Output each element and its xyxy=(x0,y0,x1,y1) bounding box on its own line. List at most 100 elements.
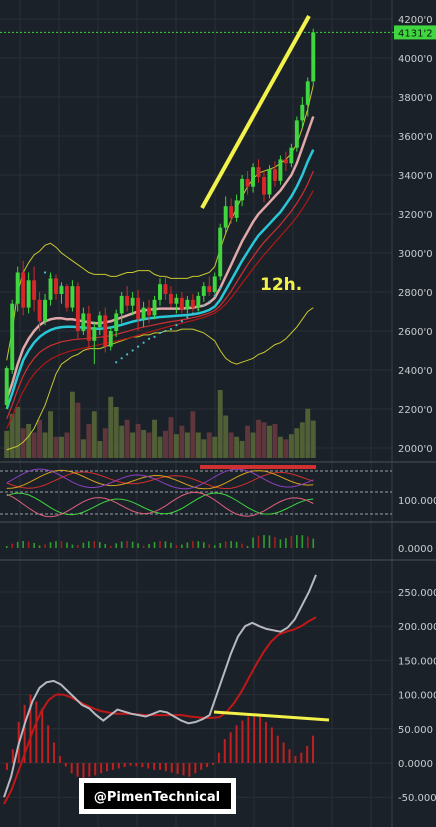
macd-histogram-bar xyxy=(312,735,315,763)
price-tick-label: 4200'0 xyxy=(398,15,433,26)
osc2-bar xyxy=(153,541,156,548)
volume-bar xyxy=(130,432,136,458)
volume-bar xyxy=(288,434,294,458)
macd-histogram-bar xyxy=(188,763,191,777)
macd-histogram-bar xyxy=(270,727,273,763)
price-tick-label: 2600'0 xyxy=(398,327,433,338)
macd-histogram-bar xyxy=(70,763,73,774)
macd-histogram-bar xyxy=(64,763,67,767)
osc2-bar xyxy=(93,541,96,548)
volume-bar xyxy=(42,432,48,458)
macd-histogram-bar xyxy=(164,763,167,772)
candle-body xyxy=(152,299,157,316)
candle-body xyxy=(267,169,272,195)
osc2-bar xyxy=(137,543,139,548)
price-tick-label: 3000'0 xyxy=(398,249,433,260)
parabolic-sar-dot xyxy=(142,341,145,344)
osc2-bar xyxy=(202,542,205,548)
osc2-bar xyxy=(164,541,167,548)
volume-bar xyxy=(53,436,59,458)
candle-body xyxy=(92,327,97,341)
candle-body xyxy=(125,295,130,306)
volume-bar xyxy=(239,441,245,458)
volume-bar xyxy=(190,411,196,458)
volume-bar xyxy=(212,436,218,458)
osc2-bar xyxy=(66,542,68,548)
volume-bar xyxy=(20,428,26,458)
candle-body xyxy=(174,297,179,304)
candle-body xyxy=(207,286,212,292)
volume-bar xyxy=(15,407,21,458)
osc2-bar xyxy=(192,541,194,548)
candle-body xyxy=(15,272,20,304)
macd-histogram-bar xyxy=(182,763,185,776)
osc2-bar xyxy=(181,544,183,548)
volume-bar xyxy=(4,430,10,458)
osc2-bar xyxy=(186,542,189,548)
macd-histogram-bar xyxy=(129,763,132,766)
osc2-bar xyxy=(38,545,41,548)
candle-body xyxy=(300,104,305,121)
moving-average-pink xyxy=(5,116,315,400)
watermark-text: @PimenTechnical xyxy=(94,790,220,805)
candle-body xyxy=(70,286,75,308)
candle-body xyxy=(229,206,234,218)
macd-histogram-bar xyxy=(241,720,244,763)
volume-bar xyxy=(31,432,37,458)
oscillator-line xyxy=(6,471,314,490)
macd-histogram-bar xyxy=(23,704,26,763)
osc2-bar xyxy=(306,536,309,548)
volume-bar xyxy=(124,419,130,458)
candle-body xyxy=(147,307,152,316)
volume-bar xyxy=(267,425,272,458)
macd-histogram-bar xyxy=(259,716,262,763)
price-axis: 4200'0 4000'0 3800'0 3600'0 3400'0 3200'0 3000… xyxy=(398,15,436,804)
parabolic-sar-dot xyxy=(115,361,118,364)
macd-histogram-bar xyxy=(106,763,109,772)
candle-body xyxy=(59,286,64,294)
candle-body xyxy=(272,169,277,181)
candle-body xyxy=(278,159,283,181)
macd-histogram-bar xyxy=(100,763,103,774)
watermark-inner xyxy=(84,783,231,809)
candle-body xyxy=(54,278,58,294)
candle-body xyxy=(141,307,146,320)
volume-bar xyxy=(234,436,240,458)
oscillator-line xyxy=(6,491,314,518)
macd-histogram-bar xyxy=(41,708,44,763)
macd-histogram-bar xyxy=(206,763,209,768)
volume-bar xyxy=(179,425,185,458)
macd-histogram-bar xyxy=(306,745,309,763)
candle-body xyxy=(158,284,162,300)
volume-bar xyxy=(80,439,86,458)
candle-body xyxy=(97,315,102,328)
candle-body xyxy=(108,331,113,347)
volume-bar xyxy=(119,425,125,458)
volume-bar xyxy=(163,430,168,458)
macd-histogram-bar xyxy=(11,749,14,763)
volume-bar xyxy=(168,417,174,458)
macd-histogram-bar xyxy=(88,763,91,777)
macd-histogram-bar xyxy=(47,725,50,763)
parabolic-sar-dot xyxy=(169,327,173,331)
parabolic-sar-dot xyxy=(208,300,211,303)
macd-histogram-bar xyxy=(58,756,61,763)
volume-bar xyxy=(59,436,64,458)
volume-bar xyxy=(206,432,212,458)
macd-histogram-bar xyxy=(211,763,214,766)
candle-body xyxy=(81,313,86,331)
volume-bar xyxy=(97,441,103,458)
osc2-bar xyxy=(98,542,101,548)
osc2-bar xyxy=(120,541,123,548)
price-tick-label: 2000'0 xyxy=(398,444,433,455)
candle-body xyxy=(114,313,119,331)
osc2-bar xyxy=(285,538,287,548)
osc2-bar xyxy=(197,541,200,548)
candle-body xyxy=(223,206,228,228)
candle-body xyxy=(64,286,69,308)
volume-bar xyxy=(152,419,157,458)
macd-tick-label: 0.0000 xyxy=(398,759,433,770)
last-price-tag-bg xyxy=(394,25,436,40)
volume-bar xyxy=(135,424,141,458)
macd-tick-label: 150.000 xyxy=(398,656,436,667)
